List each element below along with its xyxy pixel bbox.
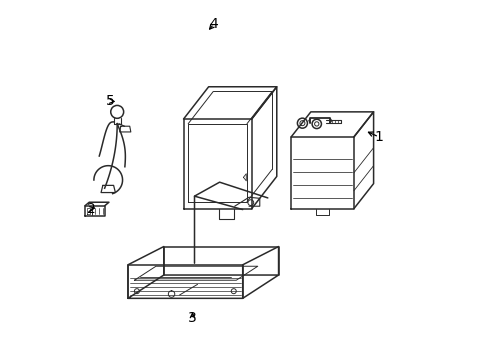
Text: 3: 3 — [188, 311, 197, 325]
Text: 4: 4 — [209, 17, 218, 31]
Text: 5: 5 — [105, 94, 114, 108]
Text: 1: 1 — [374, 130, 383, 144]
Text: 2: 2 — [86, 202, 95, 216]
